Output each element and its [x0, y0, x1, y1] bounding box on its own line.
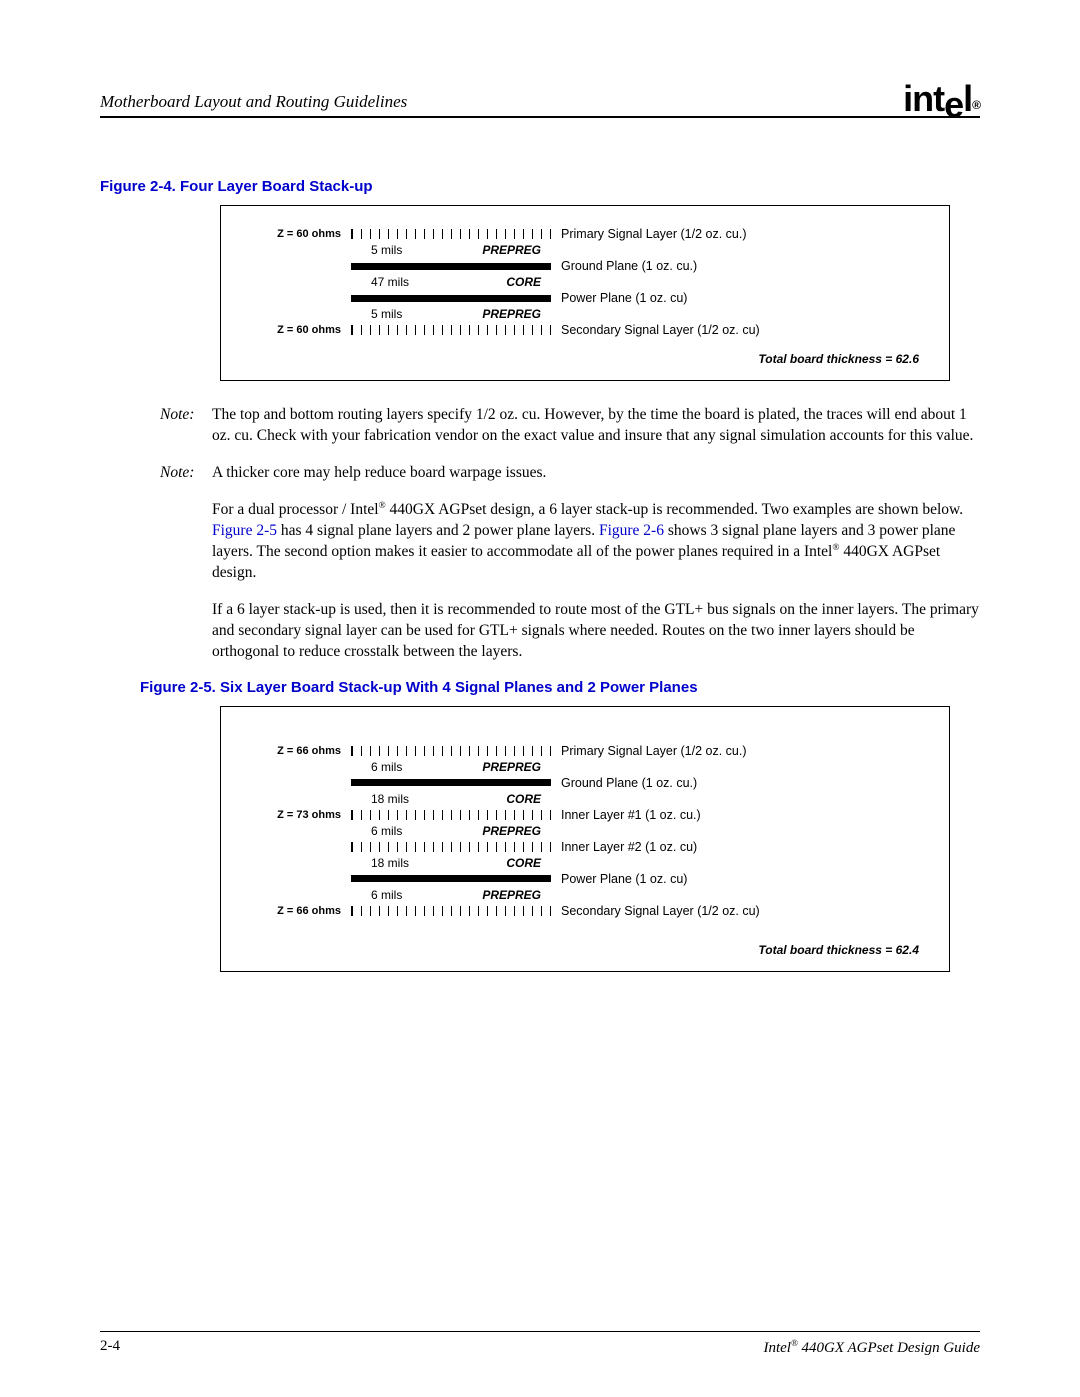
hatch-layer: [351, 325, 551, 335]
intel-logo: intel®: [903, 78, 980, 120]
note-1: Note: The top and bottom routing layers …: [160, 405, 980, 447]
note-label: Note:: [160, 405, 212, 447]
gap-mat: PREPREG: [482, 824, 541, 838]
note-2: Note: A thicker core may help reduce boa…: [160, 463, 980, 484]
note-text: The top and bottom routing layers specif…: [212, 405, 980, 447]
gap-mils: 6 mils: [371, 824, 402, 838]
figure-5-box: Z = 66 ohms Primary Signal Layer (1/2 oz…: [220, 706, 950, 972]
note-label: Note:: [160, 463, 212, 484]
layer-label: Ground Plane (1 oz. cu.): [551, 259, 929, 273]
layer-label: Primary Signal Layer (1/2 oz. cu.): [551, 744, 929, 758]
gap-mils: 6 mils: [371, 888, 402, 902]
solid-layer: [351, 875, 551, 882]
hatch-layer: [351, 746, 551, 756]
total-thickness: Total board thickness = 62.6: [241, 352, 929, 366]
layer-label: Power Plane (1 oz. cu): [551, 291, 929, 305]
figure-4-title: Figure 2-4. Four Layer Board Stack-up: [100, 178, 980, 195]
page-footer: 2-4 Intel® 440GX AGPset Design Guide: [100, 1331, 980, 1357]
gap-mils: 6 mils: [371, 760, 402, 774]
layer-label: Power Plane (1 oz. cu): [551, 872, 929, 886]
z-label: Z = 73 ohms: [241, 809, 351, 821]
figure-5-title: Figure 2-5. Six Layer Board Stack-up Wit…: [140, 679, 980, 696]
paragraph-2: If a 6 layer stack-up is used, then it i…: [212, 600, 980, 663]
hatch-layer: [351, 810, 551, 820]
gap-mils: 47 mils: [371, 275, 409, 289]
paragraph-1: For a dual processor / Intel® 440GX AGPs…: [212, 500, 980, 584]
gap-mat: CORE: [506, 275, 541, 289]
gap-mat: CORE: [506, 792, 541, 806]
hatch-layer: [351, 842, 551, 852]
page-header: Motherboard Layout and Routing Guideline…: [100, 70, 980, 118]
gap-mils: 5 mils: [371, 307, 402, 321]
solid-layer: [351, 263, 551, 270]
layer-label: Primary Signal Layer (1/2 oz. cu.): [551, 227, 929, 241]
solid-layer: [351, 295, 551, 302]
gap-mils: 5 mils: [371, 243, 402, 257]
gap-mils: 18 mils: [371, 792, 409, 806]
total-thickness: Total board thickness = 62.4: [241, 943, 929, 957]
doc-title: Intel® 440GX AGPset Design Guide: [763, 1338, 980, 1357]
hatch-layer: [351, 229, 551, 239]
note-text: A thicker core may help reduce board war…: [212, 463, 980, 484]
layer-label: Secondary Signal Layer (1/2 oz. cu): [551, 904, 929, 918]
layer-label: Secondary Signal Layer (1/2 oz. cu): [551, 323, 929, 337]
layer-label: Inner Layer #2 (1 oz. cu): [551, 840, 929, 854]
z-label: Z = 60 ohms: [241, 228, 351, 240]
gap-mils: 18 mils: [371, 856, 409, 870]
z-label: Z = 60 ohms: [241, 324, 351, 336]
hatch-layer: [351, 906, 551, 916]
page-number: 2-4: [100, 1338, 120, 1357]
gap-mat: PREPREG: [482, 243, 541, 257]
layer-label: Ground Plane (1 oz. cu.): [551, 776, 929, 790]
layer-label: Inner Layer #1 (1 oz. cu.): [551, 808, 929, 822]
gap-mat: PREPREG: [482, 760, 541, 774]
figure-4-box: Z = 60 ohms Primary Signal Layer (1/2 oz…: [220, 205, 950, 381]
z-label: Z = 66 ohms: [241, 905, 351, 917]
header-title: Motherboard Layout and Routing Guideline…: [100, 92, 407, 112]
xref-fig-2-6[interactable]: Figure 2-6: [599, 522, 664, 539]
gap-mat: PREPREG: [482, 888, 541, 902]
solid-layer: [351, 779, 551, 786]
xref-fig-2-5[interactable]: Figure 2-5: [212, 522, 277, 539]
gap-mat: PREPREG: [482, 307, 541, 321]
z-label: Z = 66 ohms: [241, 745, 351, 757]
gap-mat: CORE: [506, 856, 541, 870]
